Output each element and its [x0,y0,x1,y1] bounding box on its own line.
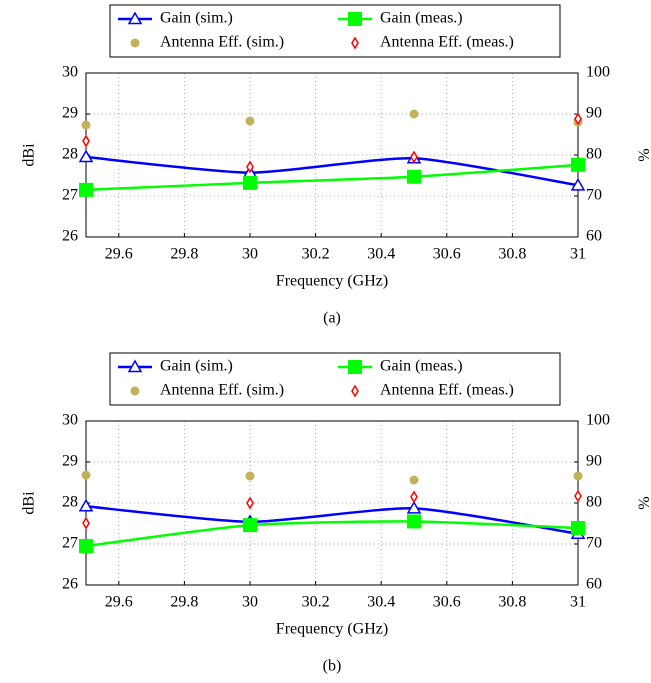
data-point [245,471,255,481]
data-point [78,149,94,163]
data-point [246,160,254,174]
legend-box [109,352,561,406]
y-tick-label: 30 [62,412,78,429]
x-tick-label: 30.6 [433,594,461,611]
y-tick-label: 28 [62,146,78,163]
y-tick-label: 27 [62,187,78,204]
data-point [78,498,94,512]
legend-marker [348,12,362,26]
data-point [407,514,421,529]
series-line [85,520,579,548]
y2-axis-label: % [634,148,651,161]
caption: (a) [323,310,341,327]
x-axis-label: Frequency (GHz) [276,273,388,290]
y-axis-label: dBi [21,143,38,167]
data-point [571,157,585,172]
data-point [243,175,257,190]
x-tick-label: 30.2 [302,246,330,263]
x-tick-label: 31 [570,246,586,263]
y2-axis-label: % [634,496,651,509]
y-tick-label: 26 [62,576,78,593]
y2-tick-label: 80 [586,146,602,163]
x-tick-label: 29.6 [105,594,133,611]
y-tick-label: 29 [62,105,78,122]
legend-marker [127,11,143,25]
plot-frame [85,72,579,238]
x-axis-label: Frequency (GHz) [276,621,388,638]
data-point [246,496,254,510]
data-point [81,120,91,130]
x-tick-label: 30.4 [367,594,395,611]
legend-label: Gain (sim.) [160,358,233,375]
data-point [81,470,91,480]
legend-marker [127,359,143,373]
data-point [410,150,418,164]
y2-tick-label: 70 [586,187,602,204]
legend-marker [130,386,140,396]
legend-label: Gain (meas.) [380,358,463,375]
legend-marker [348,360,362,374]
x-tick-label: 31 [570,594,586,611]
data-point [573,471,583,481]
data-point [410,490,418,504]
x-tick-label: 30.4 [367,246,395,263]
y2-tick-label: 100 [586,64,610,81]
y2-tick-label: 90 [586,453,602,470]
series-line [85,163,579,192]
data-point [243,518,257,533]
legend-marker [351,36,359,50]
y-axis-label: dBi [21,491,38,515]
data-point [574,489,582,503]
legend-marker [130,38,140,48]
data-point [409,109,419,119]
data-point [407,169,421,184]
series-line [85,505,579,535]
data-point [570,177,586,191]
x-tick-label: 30 [242,246,258,263]
legend-label: Gain (sim.) [160,10,233,27]
legend-label: Antenna Eff. (sim.) [160,34,284,51]
y-tick-label: 28 [62,494,78,511]
x-tick-label: 29.8 [170,246,198,263]
y-tick-label: 26 [62,228,78,245]
legend-label: Gain (meas.) [380,10,463,27]
legend-label: Antenna Eff. (meas.) [380,382,514,399]
data-point [406,500,422,514]
y2-tick-label: 70 [586,535,602,552]
data-point [82,516,90,530]
data-point [82,134,90,148]
legend-label: Antenna Eff. (meas.) [380,34,514,51]
legend-box [109,4,561,58]
data-point [574,112,582,126]
x-tick-label: 30.2 [302,594,330,611]
data-point [79,182,93,197]
data-point [79,539,93,554]
y-tick-label: 27 [62,535,78,552]
data-point [571,521,585,536]
x-tick-label: 29.8 [170,594,198,611]
plot-frame [85,420,579,586]
x-tick-label: 30.6 [433,246,461,263]
y2-tick-label: 90 [586,105,602,122]
caption: (b) [323,658,342,675]
x-tick-label: 30.8 [498,594,526,611]
y2-tick-label: 60 [586,228,602,245]
y2-tick-label: 80 [586,494,602,511]
y2-tick-label: 60 [586,576,602,593]
y-tick-label: 30 [62,64,78,81]
data-point [409,475,419,485]
y2-tick-label: 100 [586,412,610,429]
y-tick-label: 29 [62,453,78,470]
x-tick-label: 30 [242,594,258,611]
legend-marker [351,384,359,398]
legend-label: Antenna Eff. (sim.) [160,382,284,399]
data-point [245,116,255,126]
x-tick-label: 30.8 [498,246,526,263]
x-tick-label: 29.6 [105,246,133,263]
